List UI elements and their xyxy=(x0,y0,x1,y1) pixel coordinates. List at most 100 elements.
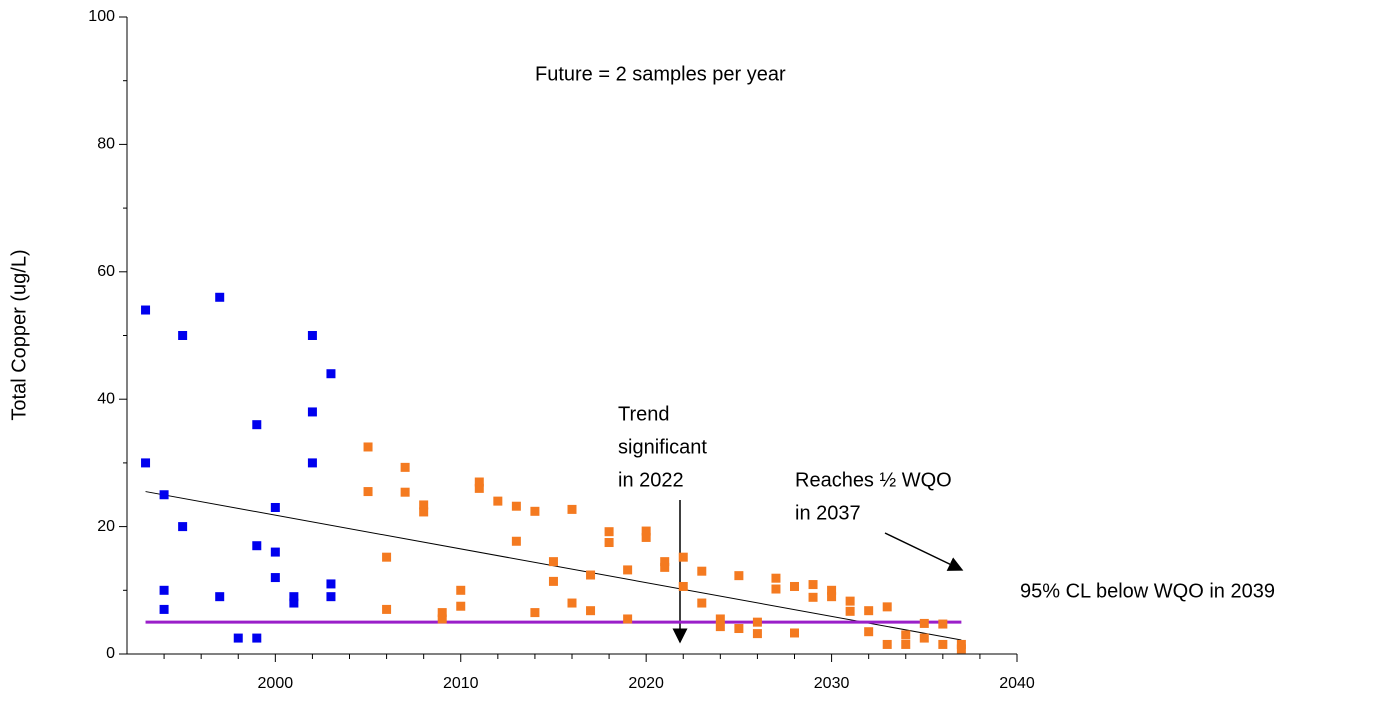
point xyxy=(604,538,614,548)
point xyxy=(419,500,429,510)
point xyxy=(363,442,373,452)
y-tick-label: 80 xyxy=(97,136,115,153)
point xyxy=(141,305,151,315)
point xyxy=(419,507,429,517)
annotation: Future = 2 samples per year xyxy=(535,63,786,85)
point xyxy=(382,552,392,562)
point xyxy=(382,604,392,614)
point xyxy=(252,633,262,643)
point xyxy=(326,579,336,589)
point xyxy=(660,562,670,572)
point xyxy=(827,592,837,602)
point xyxy=(437,614,447,624)
point xyxy=(289,592,299,602)
point xyxy=(715,622,725,632)
point xyxy=(178,331,188,340)
point xyxy=(141,458,151,468)
point xyxy=(827,585,837,595)
point xyxy=(511,501,521,511)
point xyxy=(919,618,929,628)
point xyxy=(901,630,911,640)
annotation: 95% CL below WQO in 2039 xyxy=(1020,580,1275,602)
x-tick-label: 2040 xyxy=(999,675,1035,692)
x-tick-label: 2020 xyxy=(628,675,664,692)
point xyxy=(678,581,688,591)
point xyxy=(511,536,521,546)
point xyxy=(808,592,818,602)
point xyxy=(178,522,188,532)
point xyxy=(567,598,577,608)
x-tick-label: 2030 xyxy=(814,675,850,692)
y-tick-label: 0 xyxy=(106,645,115,662)
point xyxy=(493,496,503,506)
point xyxy=(289,598,299,608)
point xyxy=(808,580,818,590)
point xyxy=(586,606,596,616)
annotation: in 2037 xyxy=(795,502,861,524)
point xyxy=(215,292,225,302)
point xyxy=(641,526,651,536)
point xyxy=(734,571,744,581)
point xyxy=(326,592,336,602)
y-axis-label: Total Copper (ug/L) xyxy=(8,249,30,420)
point xyxy=(159,490,169,500)
point xyxy=(270,573,280,583)
point xyxy=(159,585,169,595)
x-tick-label: 2000 xyxy=(258,675,294,692)
point xyxy=(233,633,243,643)
point xyxy=(752,629,762,639)
point xyxy=(586,570,596,580)
point xyxy=(400,462,410,472)
point xyxy=(734,624,744,634)
point xyxy=(530,608,540,618)
point xyxy=(790,581,799,591)
point xyxy=(623,565,633,575)
point xyxy=(919,633,929,643)
point xyxy=(715,614,725,624)
point xyxy=(845,606,855,616)
point xyxy=(456,601,466,611)
point xyxy=(660,557,670,567)
annotation: in 2022 xyxy=(618,469,684,491)
y-tick-label: 20 xyxy=(97,518,115,535)
point xyxy=(641,532,651,542)
point xyxy=(567,504,577,514)
point xyxy=(864,627,874,637)
point xyxy=(901,639,911,649)
y-tick-label: 40 xyxy=(97,390,115,407)
point xyxy=(697,566,707,576)
point xyxy=(437,608,447,618)
point xyxy=(252,541,262,551)
annotation: Trend xyxy=(618,403,670,425)
point xyxy=(882,602,892,612)
annotation: Reaches ½ WQO xyxy=(795,469,952,491)
point xyxy=(771,573,781,583)
point xyxy=(864,606,874,616)
point xyxy=(697,598,707,608)
point xyxy=(548,576,558,586)
point xyxy=(938,619,948,629)
point xyxy=(307,458,317,468)
point xyxy=(956,644,966,654)
point xyxy=(623,614,633,624)
point xyxy=(678,552,688,562)
point xyxy=(938,639,948,649)
point xyxy=(530,506,540,516)
point xyxy=(326,369,336,379)
point xyxy=(771,584,781,594)
point xyxy=(474,477,484,487)
point xyxy=(270,502,280,512)
point xyxy=(252,420,262,430)
point xyxy=(604,527,614,537)
y-tick-label: 60 xyxy=(97,263,115,280)
point xyxy=(752,617,762,627)
point xyxy=(456,585,466,595)
arrow xyxy=(884,532,964,571)
point xyxy=(474,483,484,493)
point xyxy=(845,596,855,606)
point xyxy=(159,604,169,614)
point xyxy=(790,628,799,638)
point xyxy=(882,639,892,649)
point xyxy=(548,557,558,567)
